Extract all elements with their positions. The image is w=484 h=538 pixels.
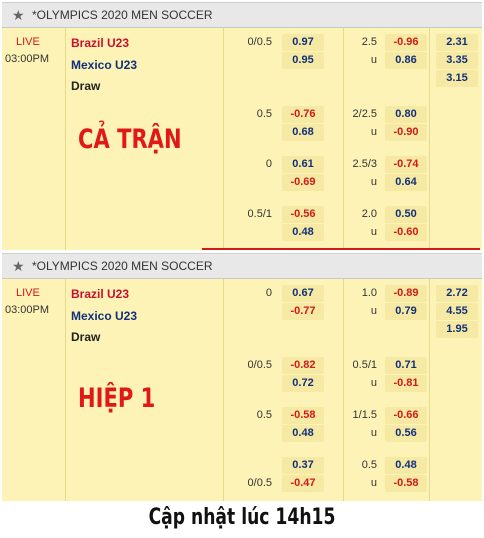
odds-draw[interactable]: 1.95 <box>436 321 478 338</box>
odds-over[interactable]: 0.71 <box>385 357 427 374</box>
live-status: LIVE <box>16 36 40 48</box>
handicap-line: 0.5/1 <box>247 208 272 220</box>
handicap-line: 0/0.5 <box>247 359 272 371</box>
draw-label: Draw <box>71 330 101 344</box>
kickoff-time: 03:00PM <box>5 304 50 316</box>
odds-under[interactable]: 0.56 <box>385 425 427 442</box>
under-label: u <box>370 377 377 389</box>
odds-away-handicap[interactable]: 0.68 <box>282 124 324 141</box>
odds-home-handicap[interactable]: 0.67 <box>282 285 324 302</box>
league-header[interactable]: ★ *OLYMPICS 2020 MEN SOCCER <box>2 253 482 279</box>
league-header[interactable]: ★ *OLYMPICS 2020 MEN SOCCER <box>2 2 482 28</box>
odds-home-handicap[interactable]: -0.56 <box>282 206 324 223</box>
match-panel-full-time: ★ *OLYMPICS 2020 MEN SOCCER LIVE 03:00PM… <box>2 2 482 250</box>
handicap-line: 0 <box>265 158 272 170</box>
match-panel-first-half: ★ *OLYMPICS 2020 MEN SOCCER LIVE 03:00PM… <box>2 253 482 501</box>
handicap-line: 0.5 <box>256 409 272 421</box>
period-stamp: HIỆP 1 <box>78 383 156 414</box>
odds-over[interactable]: -0.66 <box>385 407 427 424</box>
odds-over[interactable]: 0.48 <box>385 457 427 474</box>
odds-over[interactable]: -0.96 <box>385 34 427 51</box>
odds-away-handicap[interactable]: 0.95 <box>282 52 324 69</box>
odds-away-win[interactable]: 3.35 <box>436 52 478 69</box>
odds-away-win[interactable]: 4.55 <box>436 303 478 320</box>
star-icon[interactable]: ★ <box>12 7 25 23</box>
handicap-line: 0 <box>265 287 272 299</box>
total-line: 2.5 <box>361 36 377 48</box>
odds-away-handicap[interactable]: -0.77 <box>282 303 324 320</box>
odds-under[interactable]: -0.81 <box>385 375 427 392</box>
away-team: Mexico U23 <box>71 58 138 72</box>
odds-over[interactable]: 0.50 <box>385 206 427 223</box>
away-team: Mexico U23 <box>71 309 138 323</box>
handicap-line: 0/0.5 <box>247 36 272 48</box>
draw-label: Draw <box>71 79 101 93</box>
total-line: 2.5/3 <box>352 158 377 170</box>
odds-home-handicap[interactable]: -0.82 <box>282 357 324 374</box>
odds-over[interactable]: 0.80 <box>385 106 427 123</box>
under-label: u <box>370 305 377 317</box>
odds-home-handicap[interactable]: -0.58 <box>282 407 324 424</box>
total-line: 1/1.5 <box>352 409 377 421</box>
odds-away-handicap[interactable]: 0.48 <box>282 425 324 442</box>
under-label: u <box>370 126 377 138</box>
live-status: LIVE <box>16 287 40 299</box>
odds-over[interactable]: -0.89 <box>385 285 427 302</box>
star-icon[interactable]: ★ <box>12 258 25 274</box>
handicap-line: 0.5 <box>256 108 272 120</box>
total-line: 0.5 <box>361 459 377 471</box>
odds-away-handicap[interactable]: 0.72 <box>282 375 324 392</box>
odds-under[interactable]: -0.90 <box>385 124 427 141</box>
kickoff-time: 03:00PM <box>5 53 50 65</box>
odds-over[interactable]: -0.74 <box>385 156 427 173</box>
under-label: u <box>370 477 377 489</box>
league-title: *OLYMPICS 2020 MEN SOCCER <box>32 259 213 273</box>
odds-away-handicap[interactable]: 0.48 <box>282 224 324 241</box>
home-team: Brazil U23 <box>71 36 130 50</box>
league-title: *OLYMPICS 2020 MEN SOCCER <box>32 8 213 22</box>
odds-draw[interactable]: 3.15 <box>436 70 478 87</box>
odds-under[interactable]: -0.60 <box>385 224 427 241</box>
odds-under[interactable]: 0.79 <box>385 303 427 320</box>
odds-under[interactable]: -0.58 <box>385 475 427 492</box>
odds-home-handicap[interactable]: -0.76 <box>282 106 324 123</box>
total-line: 2/2.5 <box>352 108 377 120</box>
home-team: Brazil U23 <box>71 287 130 301</box>
odds-home-handicap[interactable]: 0.97 <box>282 34 324 51</box>
handicap-line: 0/0.5 <box>247 477 272 489</box>
odds-home-handicap[interactable]: 0.37 <box>282 457 324 474</box>
update-time-caption: Cập nhật lúc 14h15 <box>148 505 336 530</box>
under-label: u <box>370 226 377 238</box>
odds-home-win[interactable]: 2.72 <box>436 285 478 302</box>
total-line: 1.0 <box>361 287 377 299</box>
odds-away-handicap[interactable]: -0.47 <box>282 475 324 492</box>
odds-under[interactable]: 0.64 <box>385 174 427 191</box>
odds-away-handicap[interactable]: -0.69 <box>282 174 324 191</box>
total-line: 2.0 <box>361 208 377 220</box>
under-label: u <box>370 176 377 188</box>
odds-under[interactable]: 0.86 <box>385 52 427 69</box>
odds-home-win[interactable]: 2.31 <box>436 34 478 51</box>
total-line: 0.5/1 <box>352 359 377 371</box>
under-label: u <box>370 54 377 66</box>
odds-home-handicap[interactable]: 0.61 <box>282 156 324 173</box>
period-stamp: CẢ TRẬN <box>78 124 182 155</box>
under-label: u <box>370 427 377 439</box>
divider-line <box>202 248 480 250</box>
